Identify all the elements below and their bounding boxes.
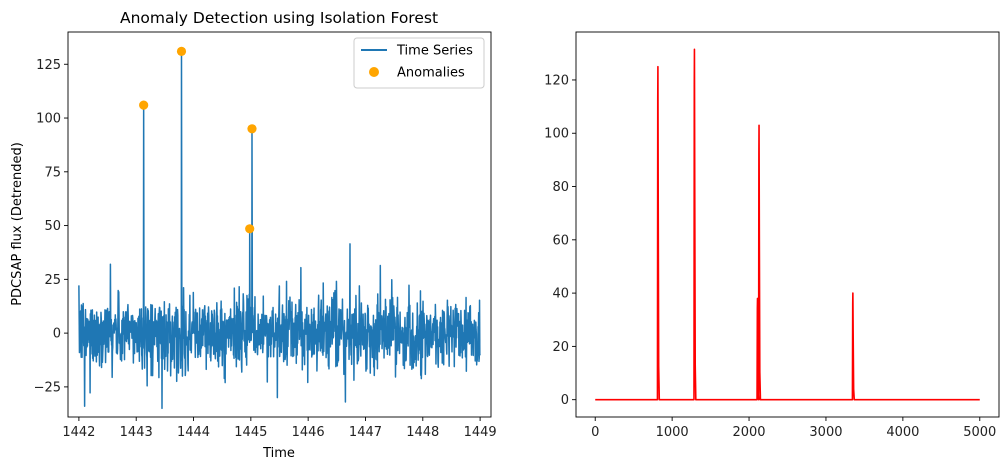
y-tick-label: 0 [53,327,61,342]
x-tick-label: 1447 [349,425,382,440]
legend-label-time-series: Time Series [396,44,473,59]
x-tick-label: 4000 [886,425,919,440]
x-tick-label: 1000 [656,425,689,440]
plot-area [68,32,491,417]
y-tick-label: 100 [36,112,61,127]
legend-marker-swatch [369,67,379,77]
y-tick-label: 100 [544,127,569,142]
anomaly-chart: Anomaly Detection using Isolation Forest… [10,9,497,461]
y-tick-label: 80 [552,180,569,195]
y-tick-label: 120 [544,73,569,88]
anomaly-point [177,47,186,56]
y-tick-label: 20 [552,340,569,355]
y-tick-label: −25 [34,380,61,395]
y-axis-ticks-right: 0 20 40 60 80 100 120 [544,73,576,408]
chart-title: Anomaly Detection using Isolation Forest [120,9,438,27]
x-tick-label: 1448 [406,425,439,440]
x-axis-label: Time [262,446,295,461]
x-tick-label: 0 [591,425,599,440]
x-axis-ticks: 1442 1443 1444 1445 1446 1447 1448 1449 [62,417,496,440]
x-tick-label: 1449 [464,425,497,440]
x-tick-label: 1442 [62,425,95,440]
legend: Time Series Anomalies [354,38,484,88]
anomaly-point [247,124,256,133]
plot-area-right [576,32,999,417]
x-tick-label: 5000 [963,425,996,440]
peaks-chart: 0 1000 2000 3000 4000 5000 0 20 40 60 80 100 120 [544,32,999,440]
x-tick-label: 1445 [234,425,267,440]
y-tick-label: 0 [561,393,569,408]
y-tick-label: 75 [44,165,61,180]
y-tick-label: 40 [552,287,569,302]
legend-label-anomalies: Anomalies [397,66,465,81]
x-tick-label: 1444 [177,425,210,440]
x-tick-label: 3000 [809,425,842,440]
y-tick-label: 125 [36,58,61,73]
y-tick-label: 60 [552,233,569,248]
y-tick-label: 50 [44,219,61,234]
anomaly-point [245,224,254,233]
x-axis-ticks-right: 0 1000 2000 3000 4000 5000 [591,417,996,440]
y-tick-label: 25 [44,273,61,288]
x-tick-label: 1443 [120,425,153,440]
anomaly-point [139,101,148,110]
x-tick-label: 2000 [732,425,765,440]
y-axis-ticks: −25 0 25 50 75 100 125 [34,58,68,396]
y-axis-label: PDCSAP flux (Detrended) [10,142,25,306]
x-tick-label: 1446 [292,425,325,440]
